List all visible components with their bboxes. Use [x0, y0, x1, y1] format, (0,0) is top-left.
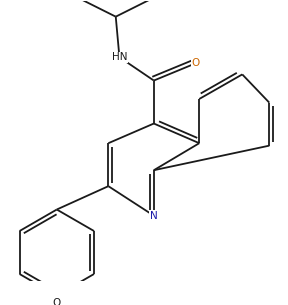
Text: O: O [53, 298, 61, 305]
Text: O: O [192, 58, 200, 68]
Text: HN: HN [112, 52, 127, 62]
Text: N: N [150, 211, 158, 221]
